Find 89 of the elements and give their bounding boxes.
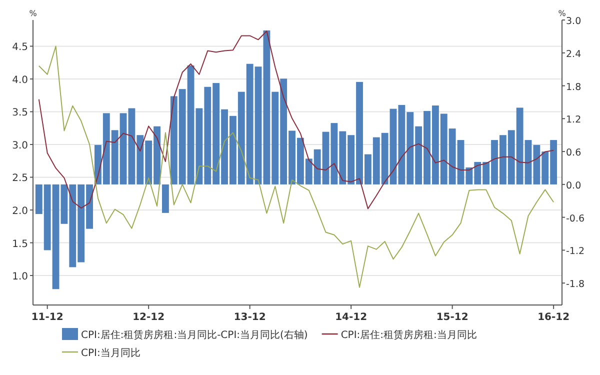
y-axis-title: % xyxy=(29,9,38,18)
bar xyxy=(238,92,245,184)
bar xyxy=(466,167,473,184)
y-tick-label: 2.0 xyxy=(12,206,28,217)
bar xyxy=(364,154,372,184)
bar xyxy=(102,113,110,184)
bar xyxy=(474,162,482,184)
bar xyxy=(322,132,330,184)
bar xyxy=(120,113,127,184)
bar xyxy=(432,106,439,184)
bar xyxy=(296,138,304,184)
y2-tick-label: 0.0 xyxy=(566,180,582,192)
y2-tick-label: -0.6 xyxy=(566,213,585,224)
x-tick-label: 15-12 xyxy=(436,312,468,323)
bar xyxy=(398,104,406,184)
bar xyxy=(162,184,169,213)
bar xyxy=(508,130,515,184)
y2-tick-label: -1.8 xyxy=(566,279,585,290)
bar xyxy=(44,184,51,250)
bar xyxy=(204,86,212,184)
bar xyxy=(424,110,430,184)
bar xyxy=(415,126,422,184)
bar xyxy=(86,184,93,229)
y2-tick-label: 3.0 xyxy=(566,16,582,27)
bar xyxy=(457,140,464,184)
bar xyxy=(111,130,118,184)
y2-tick-label: 0.6 xyxy=(566,148,582,159)
bar xyxy=(542,152,549,184)
bar xyxy=(330,123,338,184)
bar xyxy=(196,108,203,184)
bar xyxy=(499,135,506,184)
bar xyxy=(524,140,532,184)
bar xyxy=(69,184,76,268)
y-tick-label: 4.5 xyxy=(12,42,28,54)
bar xyxy=(280,78,288,184)
bar xyxy=(246,64,254,184)
x-tick-label: 16-12 xyxy=(538,312,570,323)
bar xyxy=(230,116,236,184)
bar xyxy=(145,140,152,184)
bar xyxy=(533,144,540,184)
bar xyxy=(348,135,355,184)
x-tick-label: 11-12 xyxy=(31,312,64,323)
bar xyxy=(390,108,397,184)
y-tick-label: 4.0 xyxy=(12,74,28,86)
bar xyxy=(491,140,498,184)
y-tick-label: 3.5 xyxy=(12,108,28,119)
legend-label: CPI:当月同比 xyxy=(81,347,140,359)
y-tick-label: 2.5 xyxy=(12,173,28,184)
y-tick-label: 1.5 xyxy=(12,238,28,250)
bar xyxy=(52,184,60,290)
y2-tick-label: 1.2 xyxy=(566,114,582,126)
bar xyxy=(482,162,490,184)
bar xyxy=(381,132,388,184)
bar xyxy=(550,140,558,184)
x-tick-label: 14-12 xyxy=(335,312,368,323)
legend-label: CPI:居住:租赁房房租:当月同比 xyxy=(340,329,477,341)
legend-label: CPI:居住:租赁房房租:当月同比-CPI:当月同比(右轴) xyxy=(81,329,308,341)
y-tick-label: 3.0 xyxy=(12,140,28,152)
bar xyxy=(440,114,448,184)
bar xyxy=(35,184,42,214)
bar xyxy=(178,89,186,184)
bar xyxy=(212,83,220,184)
y-tick-label: 1.0 xyxy=(12,272,28,283)
bar xyxy=(170,96,178,184)
y2-axis-title: % xyxy=(558,9,566,18)
bar xyxy=(187,65,194,184)
bar xyxy=(356,82,363,184)
bar xyxy=(154,126,160,184)
bar xyxy=(339,131,346,184)
x-tick-label: 13-12 xyxy=(234,312,266,323)
bar xyxy=(128,108,136,184)
bar xyxy=(305,158,312,184)
bar xyxy=(448,128,456,184)
y2-tick-label: 2.4 xyxy=(566,48,582,60)
bar xyxy=(221,109,228,184)
bar xyxy=(78,184,85,262)
bar xyxy=(516,108,524,184)
bar xyxy=(372,137,380,184)
y2-tick-label: -1.2 xyxy=(566,246,585,258)
bar xyxy=(263,30,270,184)
bar xyxy=(60,184,68,224)
bar xyxy=(314,149,321,184)
y2-tick-label: 1.8 xyxy=(566,82,582,93)
bar xyxy=(272,92,279,184)
bar xyxy=(406,112,414,184)
bar xyxy=(254,66,262,184)
x-tick-label: 12-12 xyxy=(132,312,165,323)
bar xyxy=(136,135,144,184)
bar xyxy=(288,130,296,184)
